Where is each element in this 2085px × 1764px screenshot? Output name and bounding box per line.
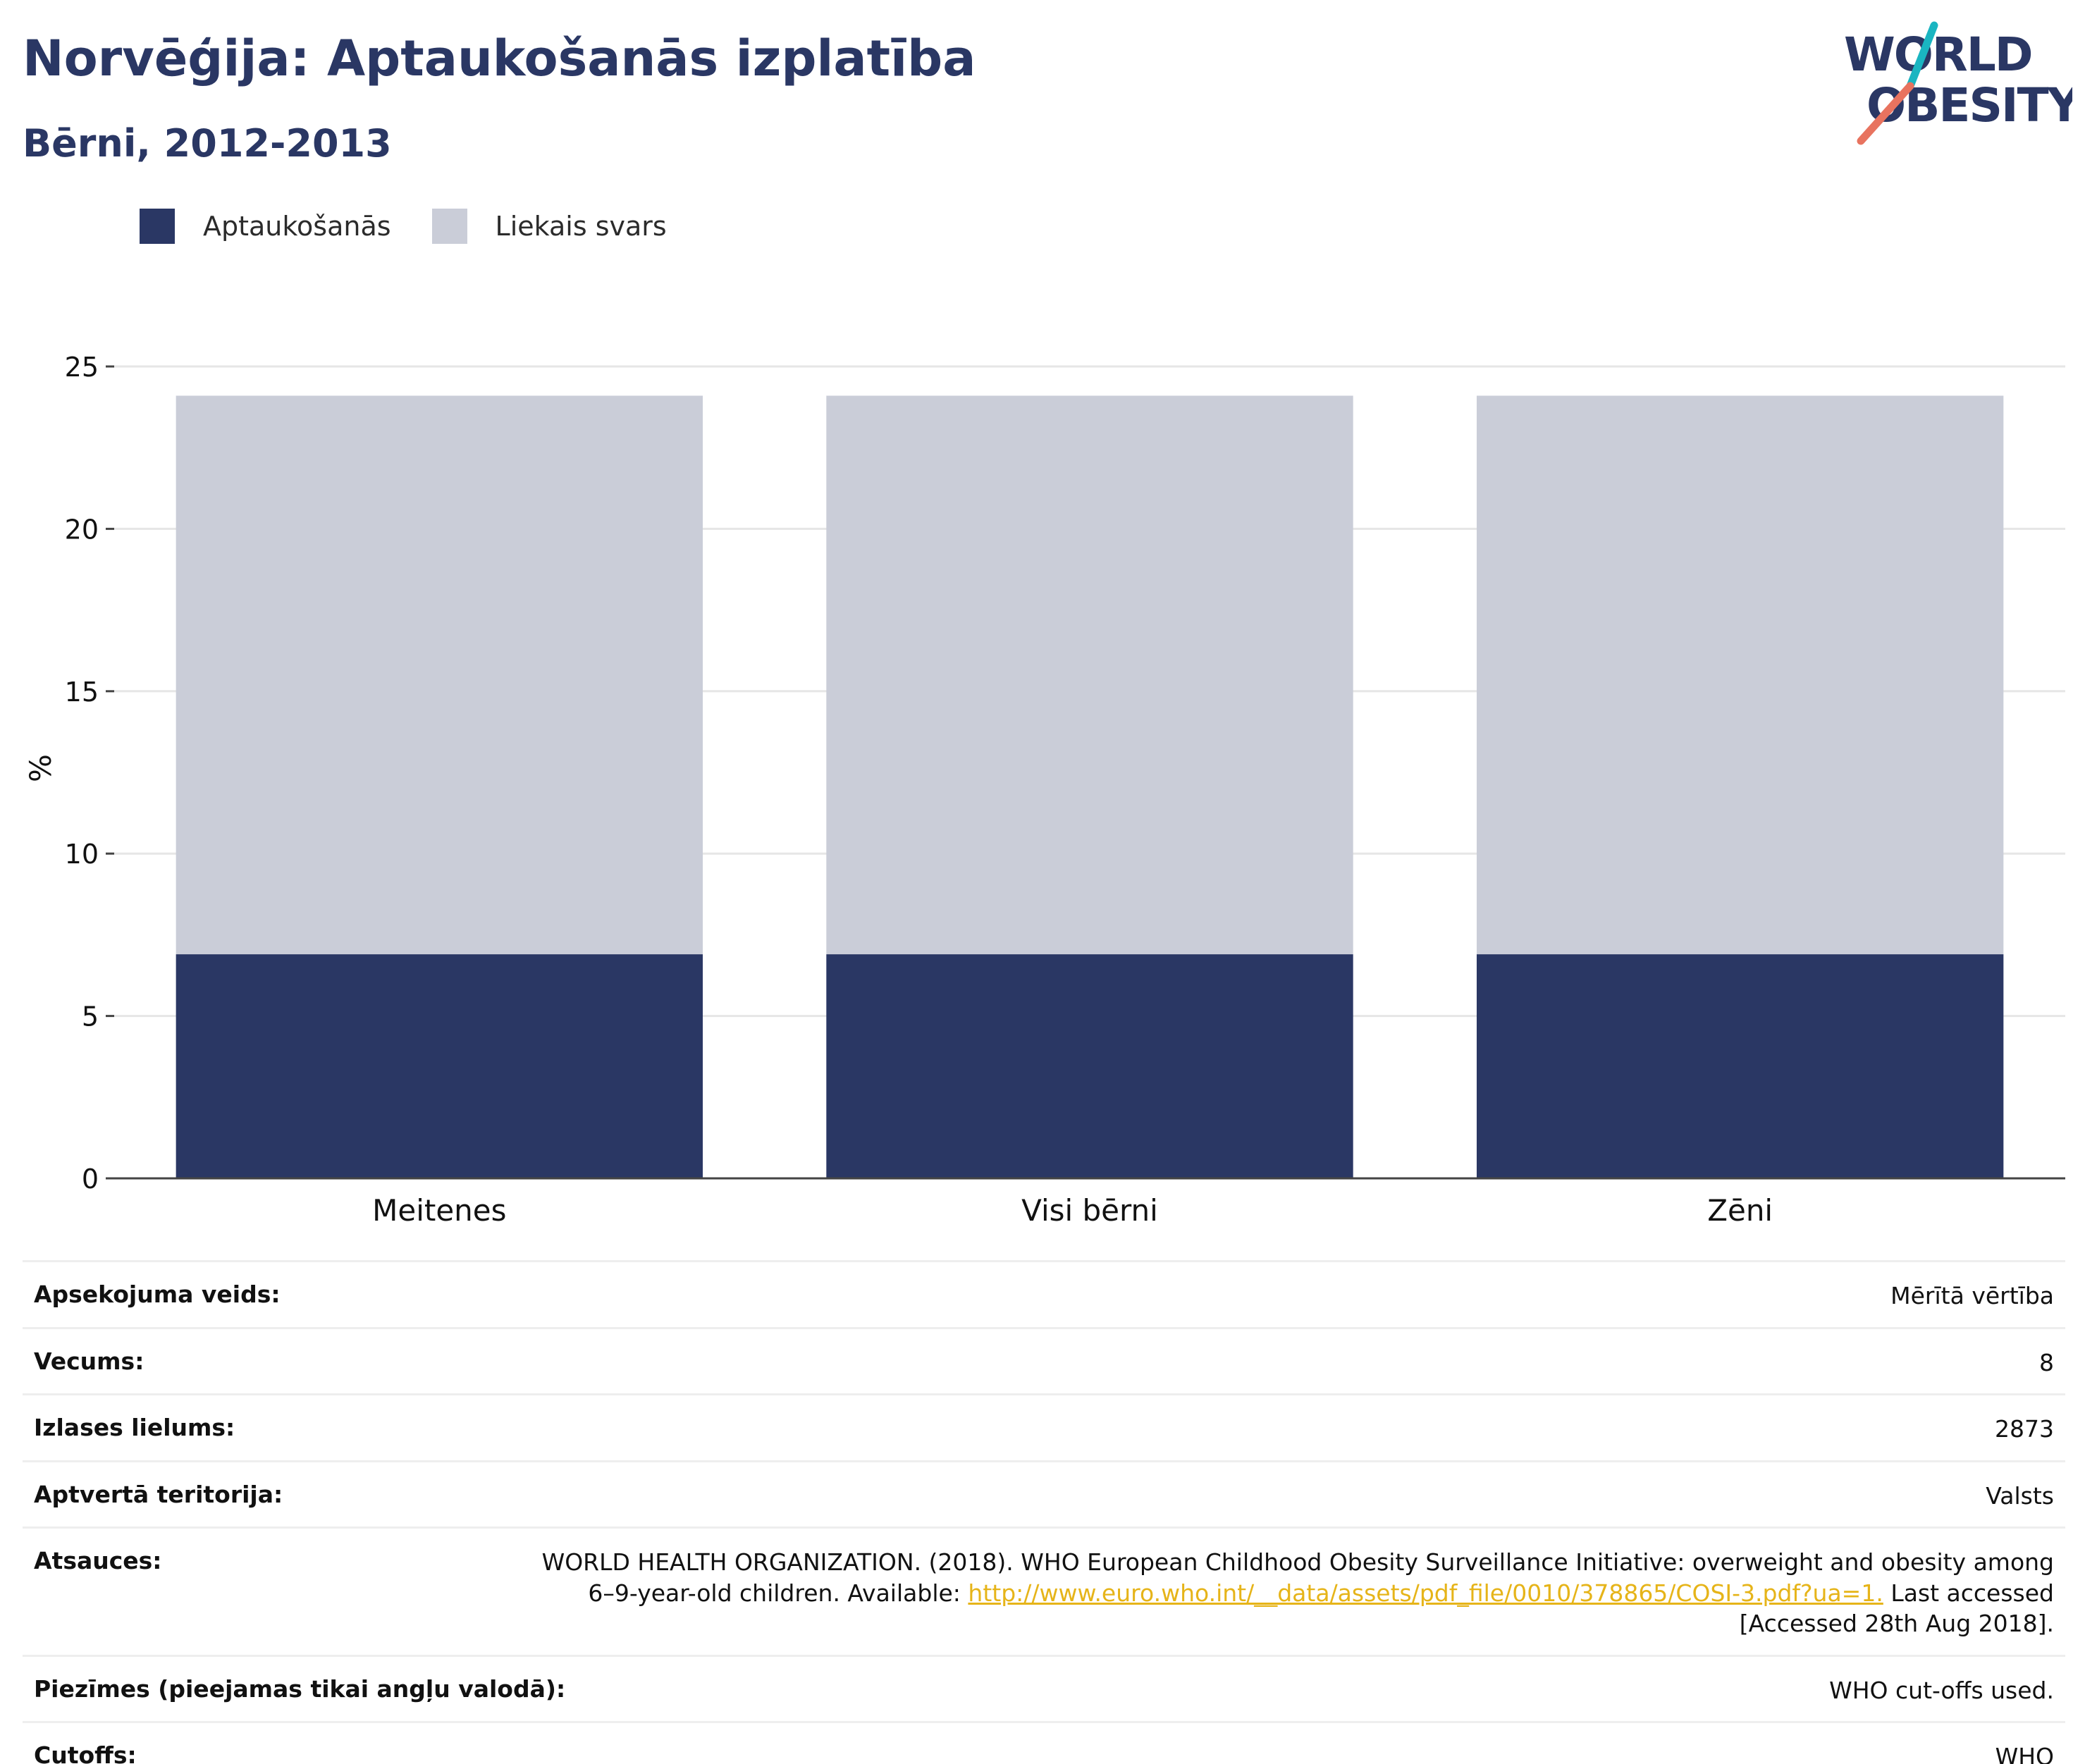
- info-value: Mērītā vērtība: [1890, 1282, 2054, 1309]
- legend-swatch-obesity: [140, 209, 175, 244]
- info-value: WHO: [1995, 1743, 2054, 1764]
- info-label: Piezīmes (pieejamas tikai angļu valodā):: [34, 1674, 566, 1703]
- bar-segment-obesity: [176, 954, 703, 1178]
- legend-item-overweight: Liekais svars: [431, 209, 667, 244]
- bar-segment-overweight: [826, 395, 1353, 955]
- logo-line1: WORLD: [1844, 27, 2032, 82]
- info-row-notes: Piezīmes (pieejamas tikai angļu valodā):…: [23, 1654, 2065, 1722]
- x-tick-label: Visi bērni: [1021, 1193, 1158, 1228]
- y-tick-label: 0: [82, 1164, 99, 1195]
- references-line1: WORLD HEALTH ORGANIZATION. (2018). WHO E…: [541, 1548, 2054, 1577]
- legend-swatch-overweight: [431, 209, 467, 244]
- info-label: Apsekojuma veids:: [34, 1281, 281, 1308]
- page-title: Norvēģija: Aptaukošanās izplatība: [23, 30, 976, 87]
- references-link[interactable]: http://www.euro.who.int/__data/assets/pd…: [968, 1579, 1883, 1607]
- references-line3: [Accessed 28th Aug 2018].: [1739, 1610, 2054, 1638]
- legend-label-overweight: Liekais svars: [495, 211, 667, 242]
- info-value: Valsts: [1986, 1481, 2054, 1510]
- page-subtitle: Bērni, 2012-2013: [23, 121, 392, 166]
- chart-bars: [176, 395, 2004, 1178]
- info-value: WHO cut-offs used.: [1829, 1676, 2054, 1704]
- info-value: 8: [2039, 1348, 2054, 1376]
- info-label: Vecums:: [34, 1347, 144, 1375]
- references-value: WORLD HEALTH ORGANIZATION. (2018). WHO E…: [542, 1547, 2054, 1639]
- x-axis-ticks: Meitenes Visi bērni Zēni: [114, 1177, 2065, 1228]
- info-label: Aptvertā teritorija:: [34, 1480, 283, 1508]
- info-row: Apsekojuma veids: Mērītā vērtība: [23, 1260, 2065, 1327]
- info-row: Izlases lielums: 2873: [23, 1393, 2065, 1460]
- info-row: Aptvertā teritorija: Valsts: [23, 1460, 2065, 1527]
- x-tick-label: Meitenes: [372, 1193, 506, 1228]
- x-tick-label: Zēni: [1707, 1193, 1773, 1228]
- info-label: Izlases lielums:: [34, 1414, 235, 1442]
- y-tick-label: 20: [65, 514, 99, 545]
- references-line2-prefix: 6–9-year-old children. Available:: [588, 1579, 968, 1607]
- bar-segment-overweight: [1476, 395, 2004, 955]
- logo-line2: OBESITY: [1866, 78, 2072, 132]
- info-row-cutoffs: Cutoffs: WHO: [23, 1721, 2065, 1764]
- y-axis-ticks: 0 5 10 15 20 25: [65, 352, 114, 1195]
- logo-slash-coral: [1857, 82, 1914, 145]
- bar-segment-obesity: [1476, 954, 2004, 1178]
- y-tick-label: 10: [65, 839, 99, 870]
- chart-legend: Aptaukošanās Liekais svars: [140, 209, 708, 244]
- y-tick-label: 25: [65, 352, 99, 383]
- stacked-bar-chart: 0 5 10 15 20 25 Meitenes Visi bērni Zēni %: [23, 352, 2065, 1228]
- info-row: Vecums: 8: [23, 1326, 2065, 1394]
- y-axis-label: %: [23, 754, 58, 782]
- legend-label-obesity: Aptaukošanās: [203, 211, 391, 242]
- legend-item-obesity: Aptaukošanās: [140, 209, 391, 244]
- info-label: Atsauces:: [34, 1547, 162, 1575]
- y-tick-label: 5: [82, 1001, 99, 1032]
- info-row-references: Atsauces: WORLD HEALTH ORGANIZATION. (20…: [23, 1526, 2065, 1655]
- logo-slash-teal: [1906, 21, 1938, 90]
- info-label: Cutoffs:: [34, 1741, 137, 1764]
- bar-segment-obesity: [826, 954, 1353, 1178]
- bar-segment-overweight: [176, 395, 703, 955]
- y-tick-label: 15: [65, 677, 99, 708]
- survey-info-table: Apsekojuma veids: Mērītā vērtība Vecums:…: [23, 1260, 2065, 1764]
- references-line2-suffix: Last accessed: [1883, 1579, 2054, 1607]
- info-value: 2873: [1995, 1415, 2054, 1443]
- world-obesity-logo: WORLD OBESITY: [1844, 21, 2072, 145]
